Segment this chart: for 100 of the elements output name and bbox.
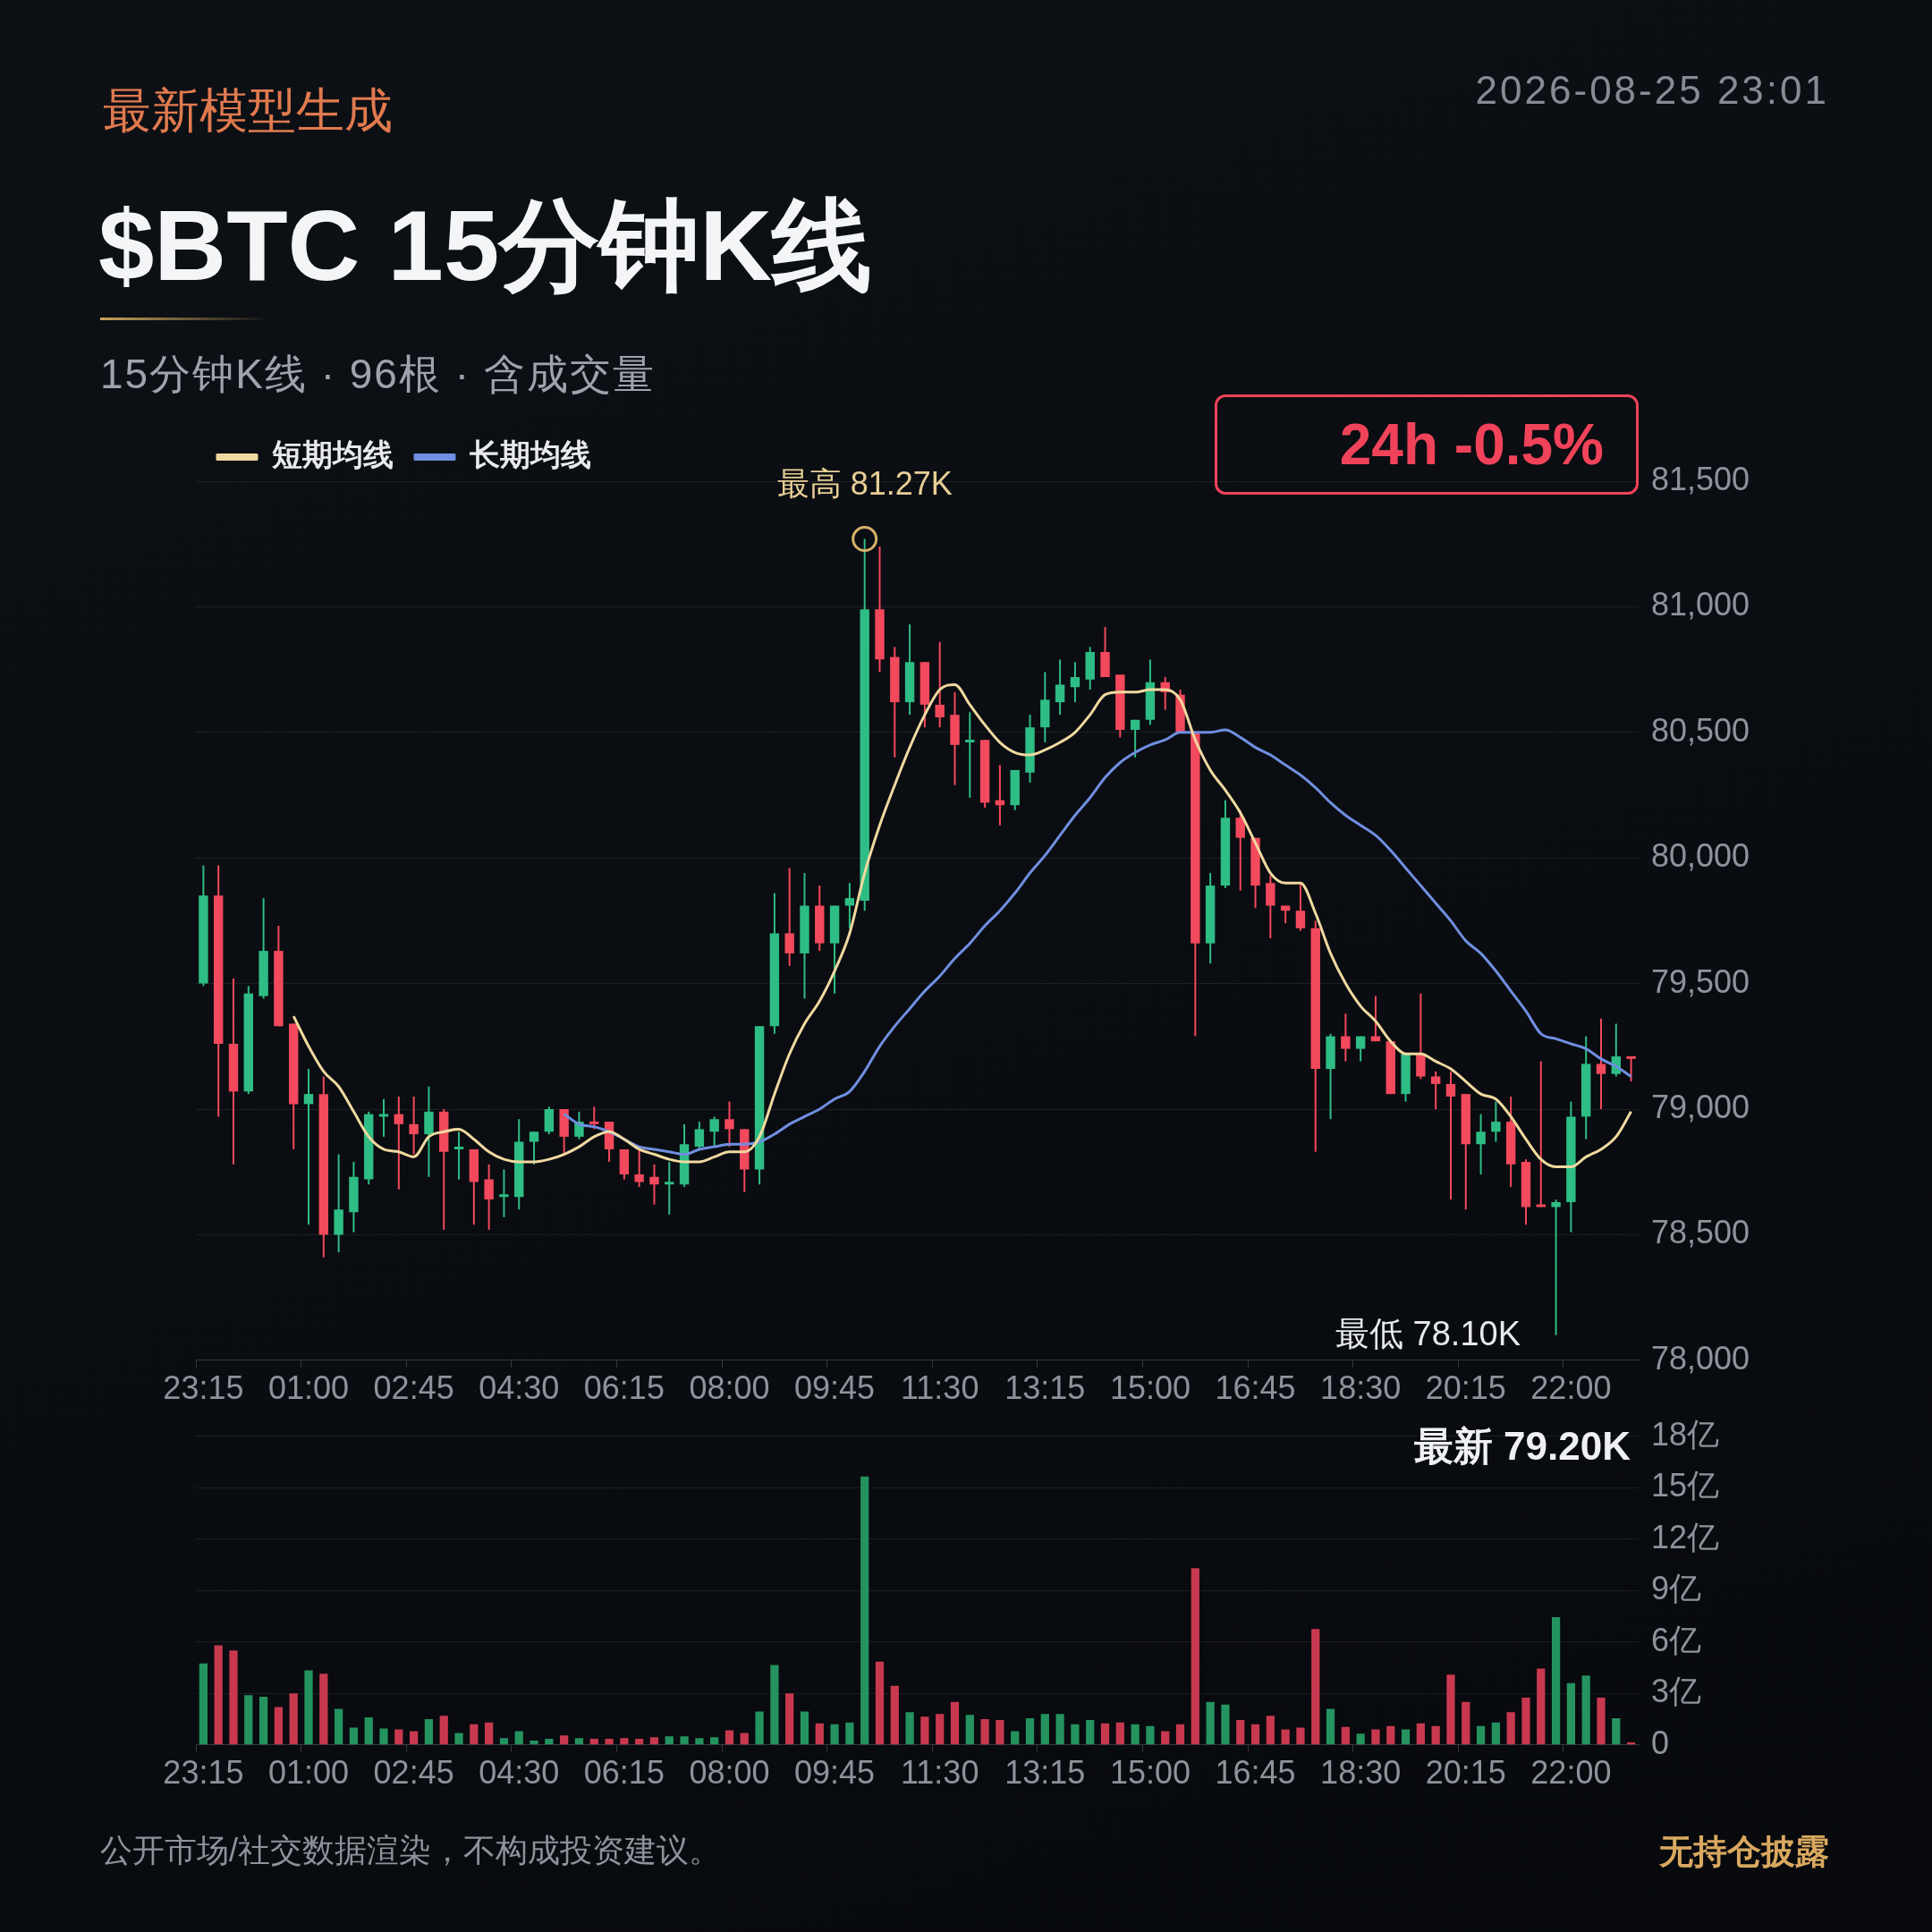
bar [1025,1718,1035,1745]
bar [545,1739,554,1745]
bar [1100,1723,1110,1745]
candlestick [1055,658,1065,716]
legend-label: 长期均线 [469,437,591,472]
candlestick [394,1095,404,1191]
bar [1311,1629,1320,1745]
bar [875,1661,885,1745]
x-tick-label: 20:15 [1425,1369,1506,1407]
bar [1115,1722,1124,1745]
candlestick [784,867,794,967]
y-tick-label: 18亿 [1651,1415,1720,1453]
candlestick [1551,1199,1561,1336]
bar [439,1716,448,1745]
bar [845,1722,854,1745]
bar [274,1707,284,1745]
bar [724,1730,734,1745]
x-tick-label: 02:45 [373,1369,454,1407]
bar [1296,1727,1305,1745]
bar [1250,1724,1260,1745]
x-tick-label: 16:45 [1215,1754,1296,1792]
y-tick-label: 80,500 [1651,711,1750,749]
bar [1086,1719,1095,1745]
legend-label: 短期均线 [271,437,394,472]
bar [1356,1733,1365,1745]
x-tick-label: 08:00 [689,1754,770,1792]
bar [1146,1725,1155,1745]
candlestick [844,882,855,929]
x-tick-label: 23:15 [163,1369,244,1407]
bar [364,1717,373,1745]
x-tick-label: 08:00 [689,1369,770,1407]
x-tick-label: 02:45 [373,1754,454,1792]
bar [605,1739,614,1745]
bar [589,1739,598,1745]
candlestick [709,1115,719,1148]
x-tick-label: 16:45 [1215,1369,1296,1407]
bar [680,1736,689,1745]
bar [1040,1714,1049,1745]
candlestick [694,1121,705,1150]
bar [394,1729,403,1745]
bar [980,1719,989,1745]
bar [695,1738,704,1745]
bar [1612,1718,1621,1745]
bar [1597,1698,1606,1745]
candlestick [1536,1060,1546,1208]
candlestick [453,1131,464,1181]
bar [1386,1725,1395,1745]
bar [1537,1668,1546,1745]
bar [530,1741,538,1745]
candlestick [303,1068,314,1226]
bar [800,1711,809,1745]
bar [920,1716,929,1745]
y-tick-label: 9亿 [1651,1570,1702,1607]
bar [1131,1724,1140,1745]
bar [514,1731,523,1745]
x-tick-label: 01:00 [267,1369,350,1407]
candlestick [1130,718,1140,758]
candlestick [634,1148,644,1189]
candlestick [1355,1035,1366,1063]
y-tick-label: 78,000 [1651,1339,1750,1377]
bar [289,1693,298,1745]
bar [1476,1725,1486,1745]
x-tick-label: 13:15 [1004,1369,1086,1407]
bar [1506,1712,1515,1745]
bar [620,1738,629,1745]
bar [1431,1725,1440,1745]
bar [770,1665,779,1745]
bar [1401,1729,1411,1745]
y-tick-label: 81,000 [1651,586,1750,623]
x-tick-label: 04:30 [479,1754,560,1792]
bar [560,1735,569,1745]
candlestick [499,1168,509,1218]
bar [1011,1731,1020,1745]
candlestick [589,1106,599,1131]
y-tick-label: 3亿 [1651,1673,1702,1710]
bar [1191,1568,1199,1745]
bar [424,1719,434,1745]
bar [470,1724,479,1745]
bar [258,1697,268,1745]
candlestick [935,640,945,729]
annotation: 最新 79.20K [1413,1423,1631,1470]
x-tick-label: 23:15 [163,1754,244,1792]
text: 最新模型生成 [103,82,393,139]
x-tick-label: 11:30 [900,1754,979,1792]
candlestick [724,1100,734,1148]
bar [936,1714,945,1745]
candlestick [965,711,975,799]
x-tick-label: 15:00 [1109,1754,1191,1792]
bar [1371,1729,1380,1745]
y-tick-label: 79,000 [1651,1088,1750,1125]
text: 公开市场/社交数据渲染，不构成投资建议。 [100,1831,722,1870]
y-tick-label: 78,500 [1651,1214,1750,1251]
bar [1055,1714,1064,1745]
bar [1521,1698,1530,1745]
candlestick [529,1131,539,1165]
x-tick-label: 22:00 [1530,1369,1612,1407]
candlestick [1596,1017,1606,1110]
bar [740,1733,749,1745]
x-tick-label: 13:15 [1004,1754,1086,1792]
bar [1071,1724,1080,1745]
